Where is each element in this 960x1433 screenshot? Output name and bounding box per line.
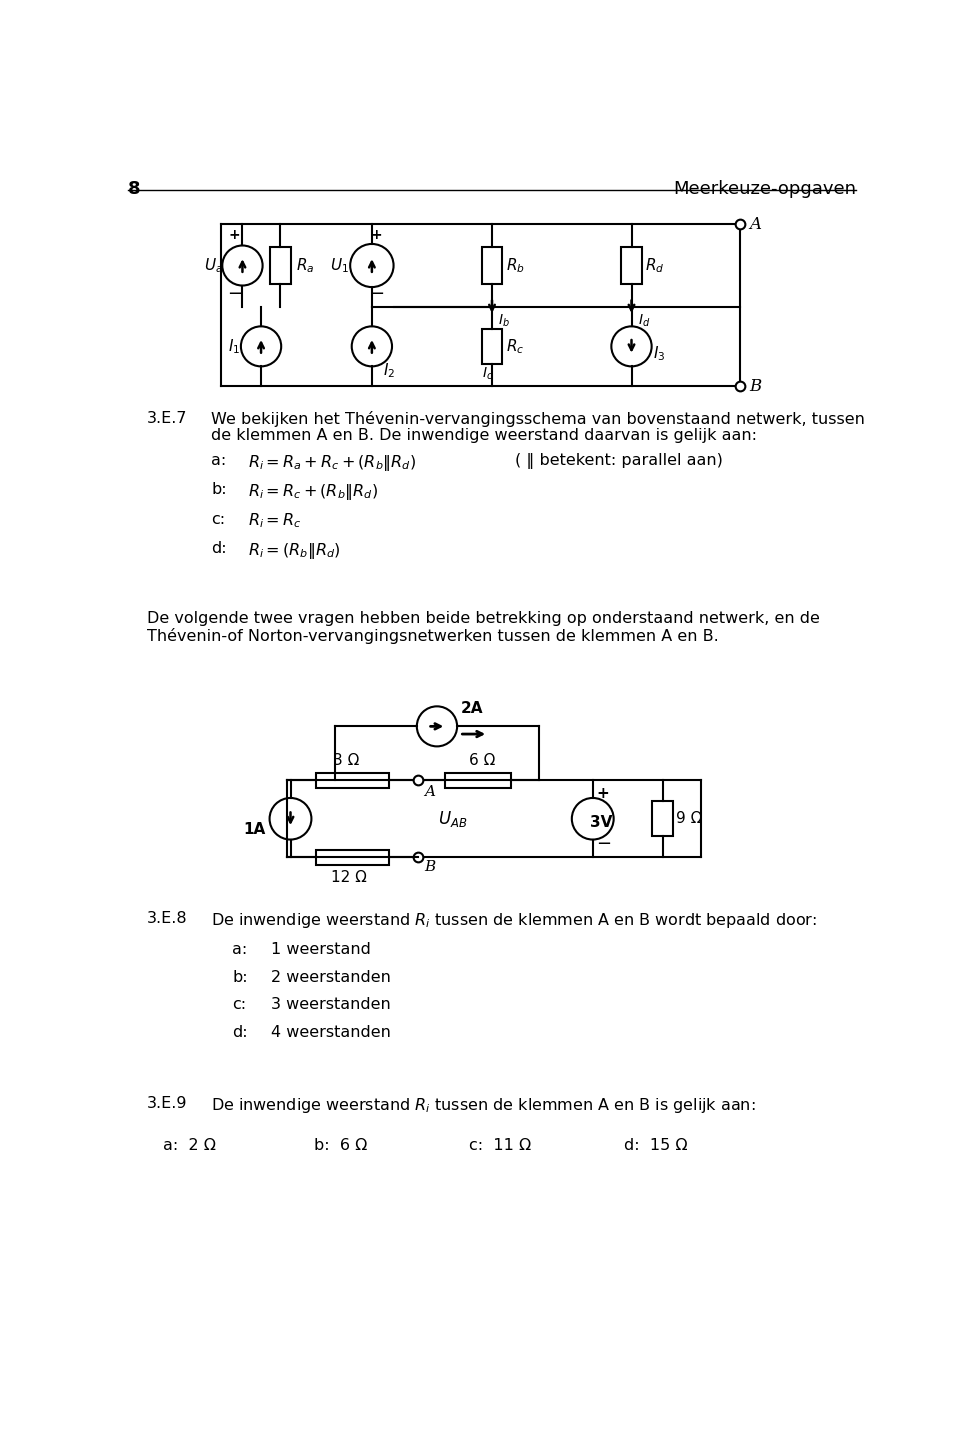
Text: $U_a$: $U_a$ xyxy=(204,257,223,275)
Text: $R_i = R_c$: $R_i = R_c$ xyxy=(248,512,301,530)
Text: d:: d: xyxy=(232,1025,248,1040)
Text: b:: b: xyxy=(211,483,228,497)
Text: B: B xyxy=(424,860,436,874)
Text: $R_b$: $R_b$ xyxy=(506,257,525,275)
Text: +: + xyxy=(371,228,382,242)
Text: B: B xyxy=(750,377,761,394)
Bar xyxy=(482,246,502,284)
Text: de klemmen A en B. De inwendige weerstand daarvan is gelijk aan:: de klemmen A en B. De inwendige weerstan… xyxy=(211,427,757,443)
Text: $R_d$: $R_d$ xyxy=(645,257,665,275)
Text: Thévenin-of Norton-vervangingsnetwerken tussen de klemmen A en B.: Thévenin-of Norton-vervangingsnetwerken … xyxy=(147,628,719,643)
Bar xyxy=(445,772,512,788)
Text: $I_b$: $I_b$ xyxy=(498,312,510,328)
Text: $R_a$: $R_a$ xyxy=(296,257,314,275)
Text: c:  11 Ω: c: 11 Ω xyxy=(468,1138,531,1154)
Text: De inwendige weerstand $R_i$ tussen de klemmen A en B wordt bepaald door:: De inwendige weerstand $R_i$ tussen de k… xyxy=(211,911,817,930)
Bar xyxy=(482,328,502,364)
Text: $R_c$: $R_c$ xyxy=(506,337,524,355)
Text: +: + xyxy=(596,787,610,801)
Text: −: − xyxy=(228,285,242,302)
Text: a:: a: xyxy=(232,941,248,957)
Text: 4 weerstanden: 4 weerstanden xyxy=(271,1025,391,1040)
Text: d:  15 Ω: d: 15 Ω xyxy=(624,1138,687,1154)
Text: $I_2$: $I_2$ xyxy=(383,361,395,380)
Text: $I_1$: $I_1$ xyxy=(228,337,240,355)
Text: b:: b: xyxy=(232,970,248,984)
Text: $I_d$: $I_d$ xyxy=(637,312,650,328)
Text: ( ‖ betekent: parallel aan): ( ‖ betekent: parallel aan) xyxy=(516,453,723,469)
Text: 3V: 3V xyxy=(590,815,612,830)
Text: De inwendige weerstand $R_i$ tussen de klemmen A en B is gelijk aan:: De inwendige weerstand $R_i$ tussen de k… xyxy=(211,1096,756,1115)
Text: a:  2 Ω: a: 2 Ω xyxy=(162,1138,216,1154)
Text: +: + xyxy=(228,228,241,242)
Text: 6 Ω: 6 Ω xyxy=(469,752,495,768)
Text: $U_1$: $U_1$ xyxy=(330,257,348,275)
Text: Meerkeuze-opgaven: Meerkeuze-opgaven xyxy=(673,179,856,198)
Text: −: − xyxy=(369,285,384,302)
Text: We bekijken het Thévenin-vervangingsschema van bovenstaand netwerk, tussen: We bekijken het Thévenin-vervangingssche… xyxy=(211,411,865,427)
Bar xyxy=(621,246,641,284)
Text: $R_i = R_a + R_c + (R_b \| R_d)$: $R_i = R_a + R_c + (R_b \| R_d)$ xyxy=(248,453,416,473)
Text: $I_c$: $I_c$ xyxy=(483,365,493,383)
Text: −: − xyxy=(596,835,612,854)
Text: 1A: 1A xyxy=(244,823,266,837)
Bar xyxy=(653,801,673,835)
Text: 2A: 2A xyxy=(461,701,484,715)
Text: A: A xyxy=(750,216,761,232)
Text: A: A xyxy=(424,785,436,798)
Text: 3 weerstanden: 3 weerstanden xyxy=(271,997,391,1012)
Text: 1 weerstand: 1 weerstand xyxy=(271,941,371,957)
Text: c:: c: xyxy=(232,997,247,1012)
Bar xyxy=(316,850,389,866)
Bar xyxy=(271,246,291,284)
Text: 8: 8 xyxy=(128,179,140,198)
Text: 3 Ω: 3 Ω xyxy=(333,752,359,768)
Text: d:: d: xyxy=(211,540,228,556)
Text: 12 Ω: 12 Ω xyxy=(330,870,367,884)
Text: b:  6 Ω: b: 6 Ω xyxy=(314,1138,367,1154)
Text: 9 Ω: 9 Ω xyxy=(677,811,703,827)
Text: $I_3$: $I_3$ xyxy=(653,345,665,364)
Text: a:: a: xyxy=(211,453,227,469)
Text: 2 weerstanden: 2 weerstanden xyxy=(271,970,391,984)
Text: 3.E.7: 3.E.7 xyxy=(147,411,187,426)
Text: $U_{AB}$: $U_{AB}$ xyxy=(438,808,468,828)
Text: $R_i = (R_b \| R_d)$: $R_i = (R_b \| R_d)$ xyxy=(248,540,341,560)
Text: 3.E.9: 3.E.9 xyxy=(147,1096,187,1111)
Text: 3.E.8: 3.E.8 xyxy=(147,911,188,926)
Bar xyxy=(316,772,389,788)
Text: De volgende twee vragen hebben beide betrekking op onderstaand netwerk, en de: De volgende twee vragen hebben beide bet… xyxy=(147,610,820,626)
Text: c:: c: xyxy=(211,512,226,526)
Text: $R_i = R_c + (R_b \| R_d)$: $R_i = R_c + (R_b \| R_d)$ xyxy=(248,483,378,503)
